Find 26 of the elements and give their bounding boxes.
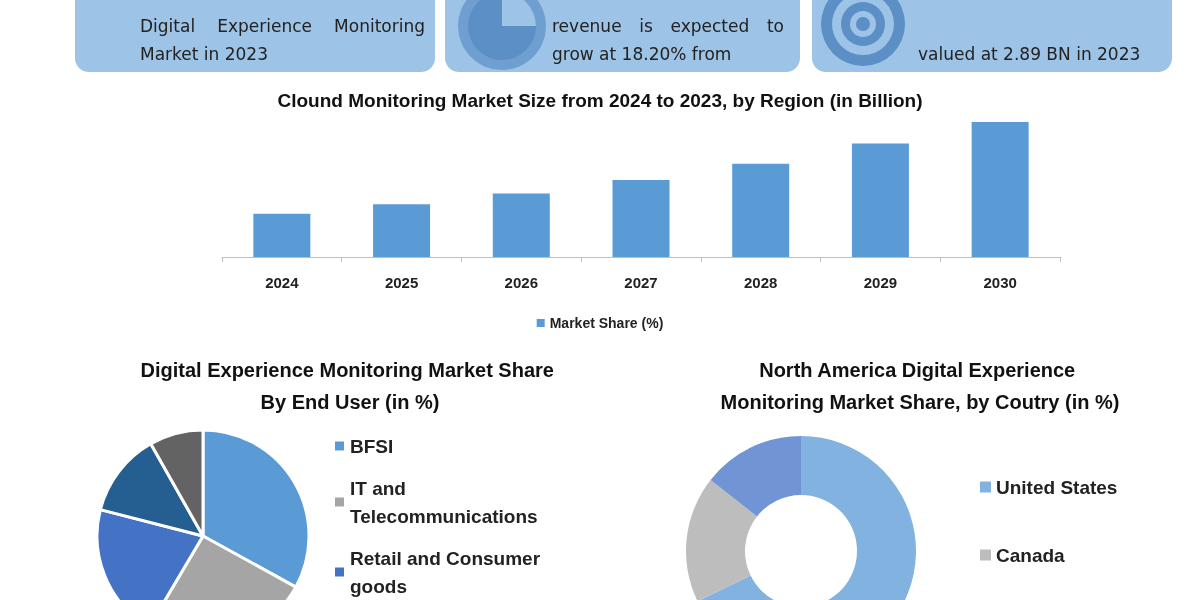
text: revenue is expected to grow at 18.20% from xyxy=(552,15,784,66)
bar xyxy=(253,213,311,257)
bar xyxy=(373,204,431,257)
chart-title: Digital Experience Monitoring Market Share By End User (in %) xyxy=(140,359,560,413)
chart-title: North America Digital Experience Monitoring Market Share, by Coutry (in %) xyxy=(720,359,1120,413)
x-tick-label: 2029 xyxy=(863,274,898,291)
x-tick-label: 2025 xyxy=(384,274,419,291)
bar xyxy=(492,193,550,257)
bar xyxy=(612,180,670,257)
bar xyxy=(732,163,790,257)
x-tick-label: 2028 xyxy=(744,274,778,291)
legend-label: Canada xyxy=(996,544,1066,566)
x-tick-label: 2030 xyxy=(983,274,1017,291)
legend-label: Retail and Consumer goods xyxy=(350,547,546,597)
legend-label: Market Share (%) xyxy=(549,315,664,331)
legend-label: BFSI xyxy=(350,435,394,457)
legend-label: United States xyxy=(996,476,1118,498)
legend-label: IT and Telecommunications xyxy=(350,477,538,527)
text: Digital Experience Monitoring Market in 2023 xyxy=(140,15,425,66)
x-tick-label: 2026 xyxy=(504,274,538,291)
x-tick-label: 2024 xyxy=(265,274,300,291)
chart-title: Clound Monitoring Market Size from 2024 to 2023, by Region (in Billion) xyxy=(277,90,923,111)
bar xyxy=(851,143,909,257)
x-tick-label: 2027 xyxy=(624,274,658,291)
bar xyxy=(971,122,1029,257)
text: valued at 2.89 BN in 2023 xyxy=(918,43,1142,66)
